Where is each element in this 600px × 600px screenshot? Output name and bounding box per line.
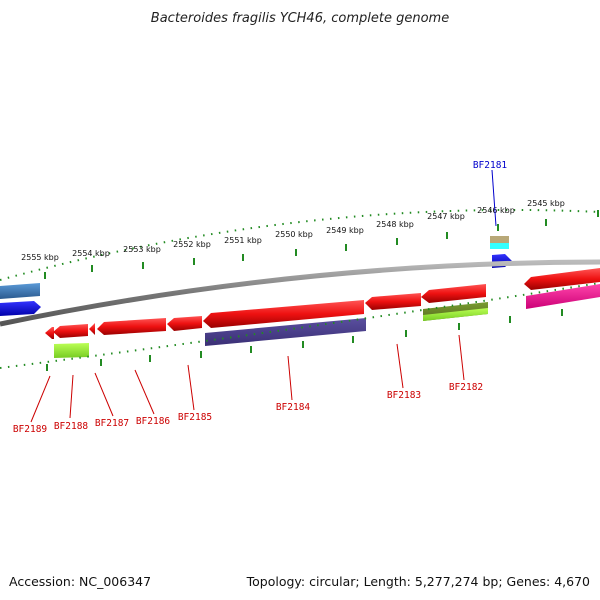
kbp-label: 2548 kbp	[376, 220, 414, 229]
leader-bf2184	[287, 355, 293, 401]
kbp-label: 2555 kbp	[21, 253, 59, 262]
tan-domain[interactable]	[490, 236, 509, 243]
genome-backbone	[0, 259, 600, 327]
steel-blue-gene[interactable]	[0, 283, 40, 299]
inner-scale-ticks	[46, 309, 563, 371]
kbp-label: 2547 kbp	[427, 212, 465, 221]
leader-bf2187	[94, 372, 114, 417]
lime-domain-bf2182[interactable]	[423, 308, 488, 321]
genome-summary-text: Topology: circular; Length: 5,277,274 bp…	[246, 574, 590, 589]
gene-label-bf2182[interactable]: BF2182	[449, 382, 483, 393]
leader-bf2189	[30, 375, 51, 423]
gene-label-bf2186[interactable]: BF2186	[136, 416, 171, 427]
kbp-label: 2546 kbp	[477, 206, 515, 215]
gene-bf2184-arrow[interactable]	[203, 300, 364, 328]
kbp-label: 2552 kbp	[173, 240, 211, 249]
lime-domain-bf2188[interactable]	[54, 343, 89, 358]
gene-right-arrow[interactable]	[524, 268, 600, 290]
gene-bf2183-arrow[interactable]	[365, 293, 421, 310]
leader-bf2182	[458, 334, 465, 381]
gene-label-bf2189[interactable]: BF2189	[13, 424, 48, 435]
gene-label-bf2181[interactable]: BF2181	[473, 160, 508, 171]
outer-scale-ticks	[44, 210, 599, 279]
kbp-labels: 2555 kbp 2554 kbp 2553 kbp 2552 kbp 2551…	[21, 199, 565, 262]
red-genes[interactable]	[45, 268, 600, 339]
gene-label-bf2187[interactable]: BF2187	[95, 418, 129, 429]
kbp-label: 2545 kbp	[527, 199, 565, 208]
leader-bf2183	[396, 343, 404, 389]
gene-labels: BF2181 BF2182 BF2183 BF2184 BF2185 BF218…	[13, 160, 508, 435]
cyan-domain[interactable]	[490, 243, 509, 249]
gene-label-bf2185[interactable]: BF2185	[178, 412, 212, 423]
outer-scale-track	[0, 208, 600, 281]
gene-bf2187-arrow[interactable]	[89, 323, 95, 335]
gene-bf2188-arrow[interactable]	[53, 324, 88, 338]
leader-bf2181	[491, 169, 497, 227]
kbp-label: 2554 kbp	[72, 249, 110, 258]
gene-label-bf2188[interactable]: BF2188	[54, 421, 89, 432]
kbp-label: 2553 kbp	[123, 245, 161, 254]
kbp-label: 2551 kbp	[224, 236, 262, 245]
kbp-label: 2549 kbp	[326, 226, 364, 235]
leader-bf2188	[69, 374, 74, 419]
label-leaders	[30, 169, 497, 423]
gene-bf2182-arrow[interactable]	[421, 284, 486, 303]
kbp-label: 2550 kbp	[275, 230, 313, 239]
magenta-gene[interactable]	[526, 284, 600, 309]
gene-bf2189-arrow[interactable]	[45, 327, 54, 339]
accession-text: Accession: NC_006347	[9, 574, 151, 589]
leader-bf2185	[187, 364, 195, 411]
blue-gene-left[interactable]	[0, 301, 41, 316]
gene-label-bf2183[interactable]: BF2183	[387, 390, 421, 401]
inner-scale-track	[0, 282, 600, 369]
gene-label-bf2184[interactable]: BF2184	[276, 402, 311, 413]
map-title: Bacteroides fragilis YCH46, complete gen…	[151, 11, 449, 26]
gene-bf2185-arrow[interactable]	[167, 316, 202, 331]
gene-bf2186-arrow[interactable]	[97, 318, 166, 335]
leader-bf2186	[134, 369, 155, 415]
